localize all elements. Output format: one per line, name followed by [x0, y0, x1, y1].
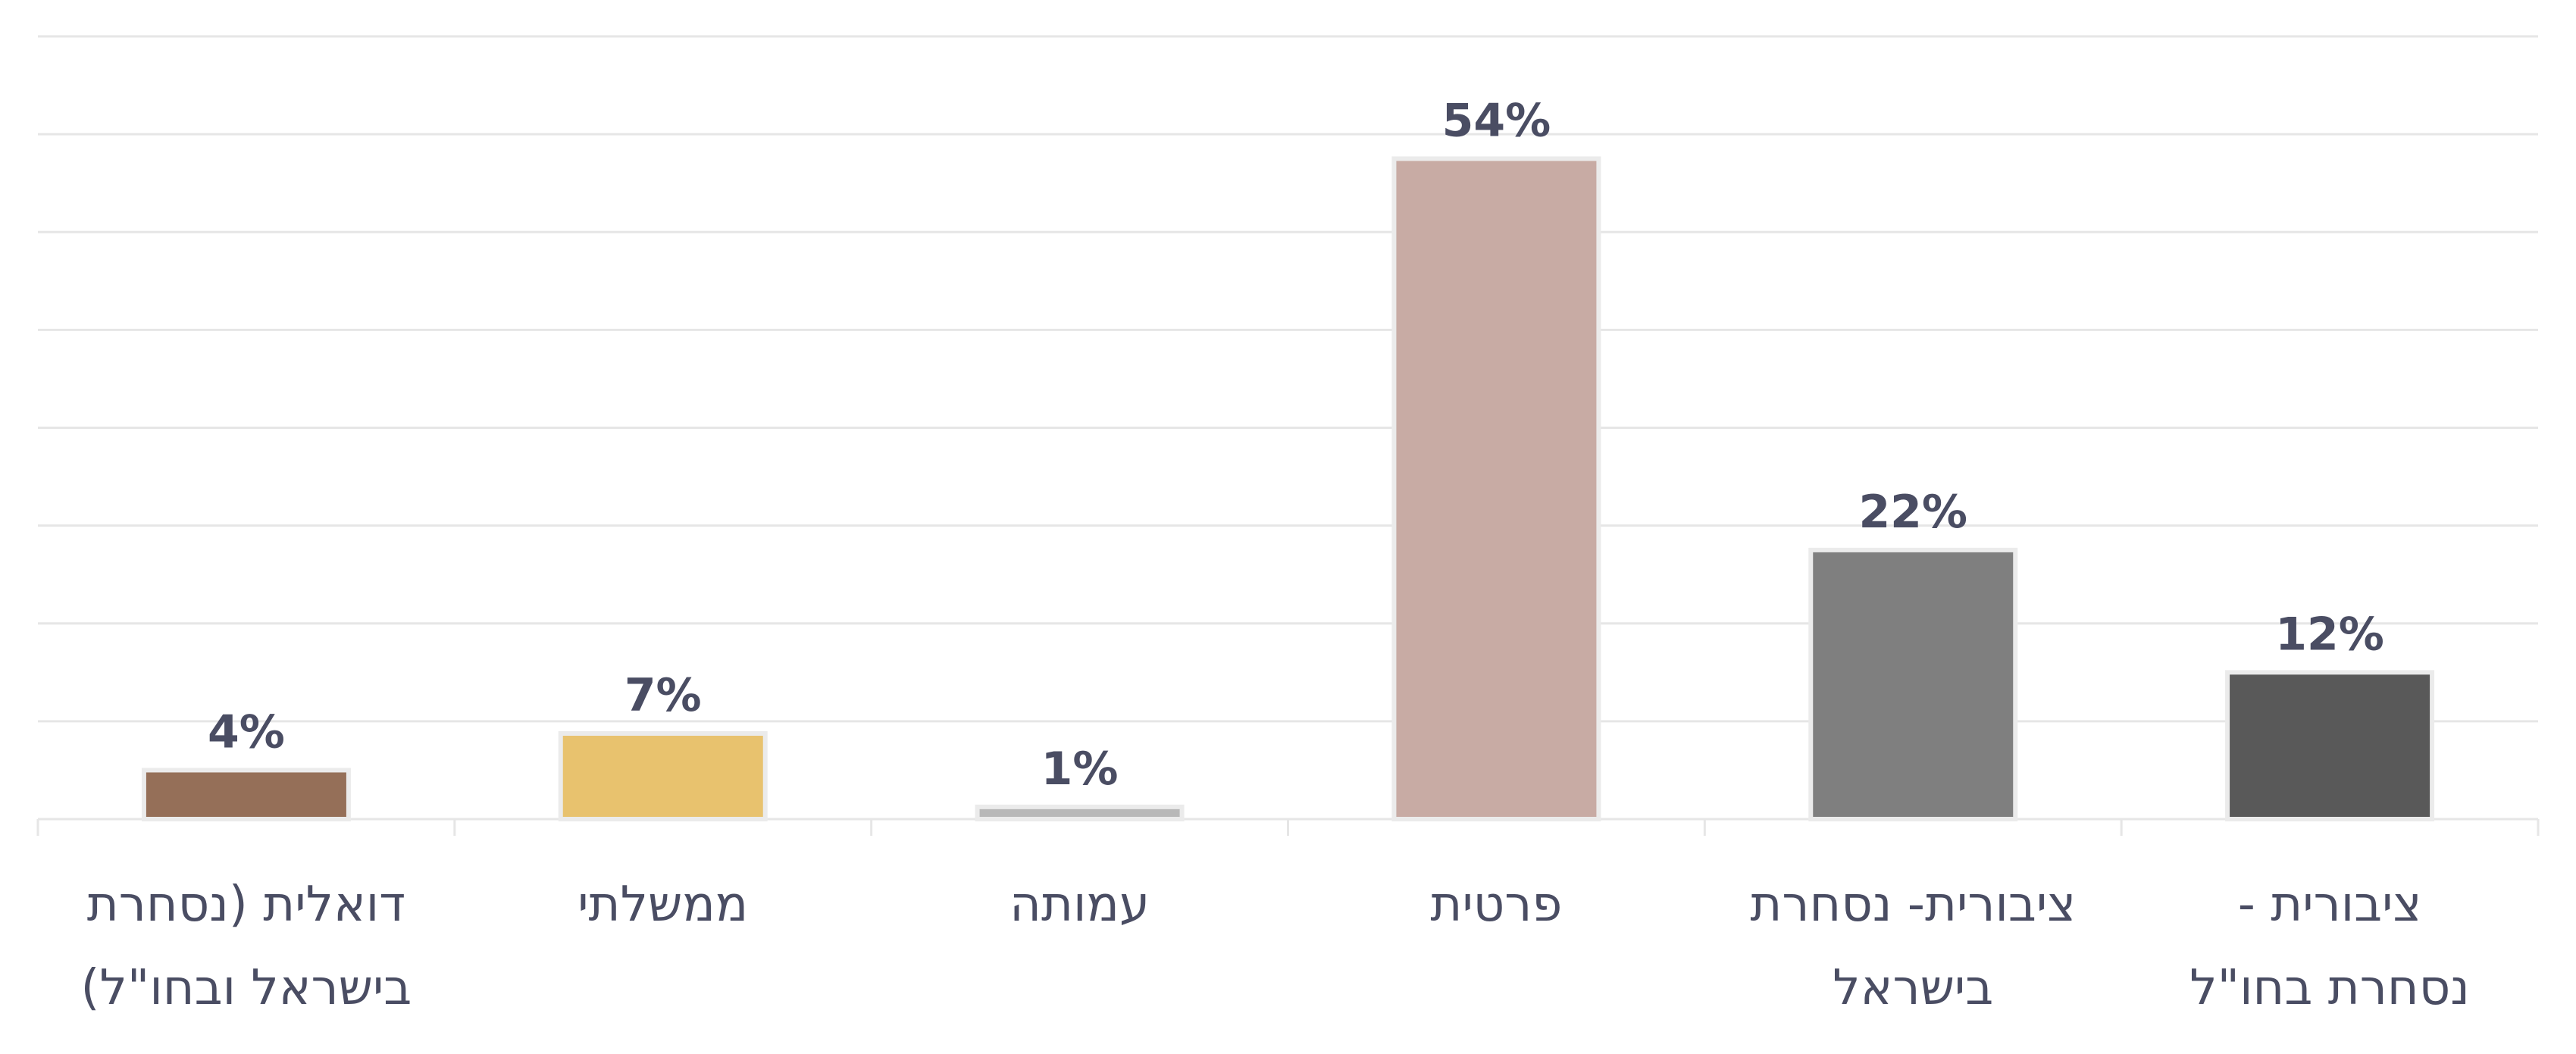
data-label: 1% [1041, 743, 1119, 796]
data-label: 12% [2275, 608, 2384, 661]
bar [975, 804, 1185, 821]
data-label: 7% [624, 669, 702, 722]
data-label: 4% [208, 705, 285, 758]
data-label: 54% [1442, 94, 1551, 147]
category-label: עמותה [1009, 877, 1150, 933]
bar [558, 731, 768, 821]
bar [141, 768, 351, 821]
category-label-line: דואלית (נסחרת [87, 877, 405, 933]
category-label-line: ציבורית- נסחרת [1750, 877, 2076, 933]
category-label-line: פרטית [1430, 877, 1562, 933]
category-label-line: ציבורית - [2238, 877, 2422, 933]
data-label: 22% [1858, 486, 1967, 539]
bar [2225, 670, 2435, 821]
category-label-line: עמותה [1009, 877, 1150, 933]
category-label: פרטית [1430, 877, 1562, 933]
category-label-line: נסחרת בחו"ל [2189, 960, 2470, 1016]
bar [1808, 547, 2018, 821]
category-label-line: בישראל [1833, 960, 1993, 1016]
category-label: ממשלתי [577, 877, 748, 933]
category-label: ציבורית - נסחרת בחו"ל [2189, 877, 2470, 1016]
category-label-line: ממשלתי [577, 877, 748, 933]
category-label: ציבורית- נסחרת בישראל [1750, 877, 2076, 1016]
category-label-line: בישראל ובחו"ל) [81, 960, 412, 1016]
category-label: דואלית (נסחרת בישראל ובחו"ל) [81, 877, 412, 1016]
bar [1391, 156, 1601, 821]
